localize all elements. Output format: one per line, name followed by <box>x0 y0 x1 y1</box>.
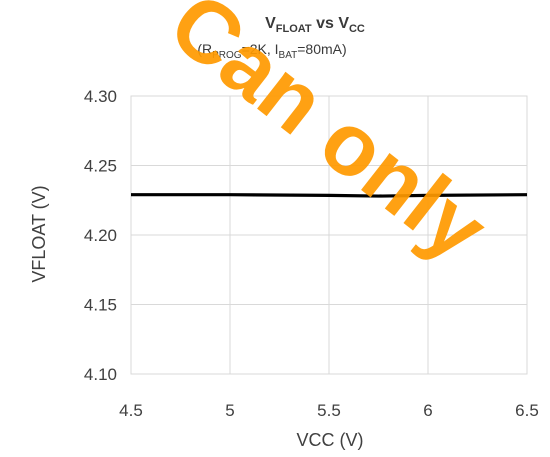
series-line-vfloat <box>131 193 528 198</box>
y-axis-ticks: 4.30 4.25 4.20 4.15 4.10 <box>84 87 117 384</box>
x-axis-label: VCC (V) <box>297 430 364 450</box>
x-tick-label: 6.5 <box>515 401 539 420</box>
y-axis-label: VFLOAT (V) <box>29 185 49 282</box>
y-tick-label: 4.15 <box>84 296 117 315</box>
y-tick-label: 4.20 <box>84 226 117 245</box>
x-tick-label: 6 <box>423 401 432 420</box>
x-tick-label: 5 <box>225 401 234 420</box>
chart-title: VFLOAT vs VCC <box>265 15 365 35</box>
x-tick-label: 4.5 <box>119 401 143 420</box>
y-tick-label: 4.30 <box>84 87 117 106</box>
x-tick-label: 5.5 <box>317 401 341 420</box>
x-axis-ticks: 4.5 5 5.5 6 6.5 <box>119 401 539 420</box>
y-tick-label: 4.10 <box>84 365 117 384</box>
y-tick-label: 4.25 <box>84 157 117 176</box>
chart-subtitle: (RPROG=2K, IBAT=80mA) <box>197 41 346 61</box>
plot-area <box>130 95 528 375</box>
